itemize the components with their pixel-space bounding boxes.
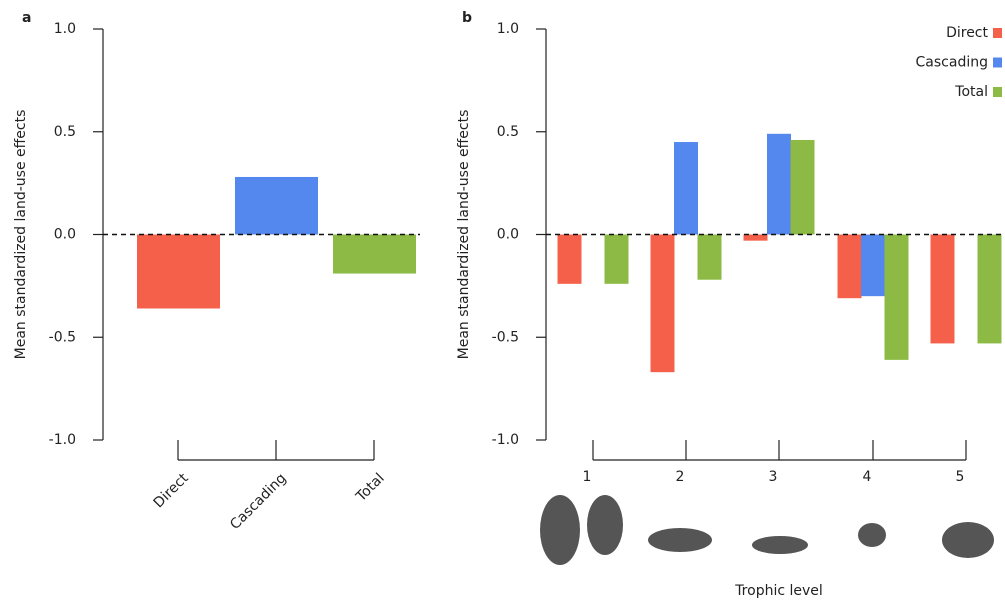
bar (558, 235, 582, 284)
y-tick-label: 0.5 (497, 124, 519, 140)
y-axis-label: Mean standardized land-use effects (13, 110, 29, 360)
bar (333, 235, 416, 274)
bar (605, 235, 629, 284)
bar (767, 134, 791, 235)
bar (235, 177, 318, 235)
x-tick-label: Total (353, 470, 388, 505)
y-tick-label: -1.0 (49, 432, 76, 448)
cockroach-icon (648, 528, 712, 552)
legend-swatch (993, 28, 1002, 38)
panel-label: a (22, 10, 31, 26)
bar (978, 235, 1002, 344)
x-tick-label: 1 (583, 469, 592, 485)
x-axis-label: Trophic level (734, 583, 823, 599)
y-tick-label: 1.0 (54, 21, 76, 37)
ant-icon (752, 536, 808, 554)
bar (651, 235, 675, 373)
y-tick-label: 0.0 (497, 227, 519, 243)
legend-swatch (993, 58, 1002, 68)
plant-icon (587, 495, 623, 555)
bar (674, 142, 698, 234)
bar (885, 235, 909, 360)
plant-icon (540, 495, 580, 565)
bar (838, 235, 862, 299)
y-tick-label: 0.5 (54, 124, 76, 140)
bar (931, 235, 955, 344)
legend-swatch (993, 87, 1002, 97)
y-tick-label: 0.0 (54, 227, 76, 243)
x-tick-label: Cascading (227, 470, 290, 533)
bar (744, 235, 768, 241)
y-tick-label: -0.5 (492, 329, 519, 345)
bar (137, 235, 220, 309)
bar (698, 235, 722, 280)
y-tick-label: -1.0 (492, 432, 519, 448)
y-tick-label: -0.5 (49, 329, 76, 345)
bar (791, 140, 815, 235)
figure: a Mean standardized land-use effects -1.0 -… (0, 0, 1005, 601)
silhouettes (540, 495, 994, 565)
legend-label: Direct (946, 25, 988, 41)
legend-label: Cascading (916, 55, 988, 71)
bird-icon (942, 522, 994, 558)
x-tick-label: Direct (151, 470, 192, 511)
spider-icon (858, 523, 886, 547)
panel-label: b (462, 10, 472, 26)
y-tick-label: 1.0 (497, 21, 519, 37)
legend-label: Total (954, 84, 988, 100)
x-tick-label: 2 (676, 469, 685, 485)
x-tick-label: 4 (863, 469, 872, 485)
y-axis-label: Mean standardized land-use effects (456, 110, 472, 360)
bar (861, 235, 885, 297)
x-tick-label: 3 (769, 469, 778, 485)
x-tick-label: 5 (956, 469, 965, 485)
